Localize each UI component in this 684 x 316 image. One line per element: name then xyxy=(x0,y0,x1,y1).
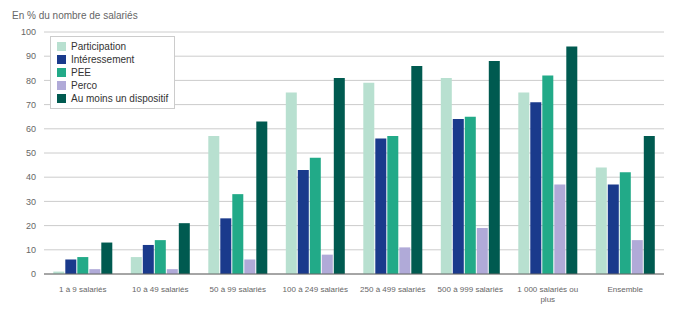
svg-text:Ensemble: Ensemble xyxy=(607,285,643,294)
svg-text:250 à 499 salariés: 250 à 499 salariés xyxy=(360,285,425,294)
svg-text:70: 70 xyxy=(26,100,36,110)
html-text:Intéressement: Intéressement xyxy=(71,54,135,65)
svg-text:1 000 salariés ouplus: 1 000 salariés ouplus xyxy=(517,285,578,304)
svg-text:50 à 99 salariés: 50 à 99 salariés xyxy=(210,285,266,294)
svg-text:500 à 999 salariés: 500 à 999 salariés xyxy=(438,285,503,294)
svg-text:10 à 49 salariés: 10 à 49 salariés xyxy=(132,285,188,294)
svg-text:20: 20 xyxy=(26,221,36,231)
svg-text:100 à 249 salariés: 100 à 249 salariés xyxy=(283,285,348,294)
html-text:Au moins un dispositif: Au moins un dispositif xyxy=(71,93,169,104)
svg-text:100: 100 xyxy=(21,27,36,37)
html-text:En % du nombre de salariés: En % du nombre de salariés xyxy=(12,10,138,21)
svg-text:30: 30 xyxy=(26,197,36,207)
html-text:PEE: PEE xyxy=(71,67,91,78)
svg-text:50: 50 xyxy=(26,148,36,158)
html-text:Perco: Perco xyxy=(71,80,98,91)
svg-text:90: 90 xyxy=(26,51,36,61)
svg-text:10: 10 xyxy=(26,245,36,255)
html-text:Participation: Participation xyxy=(71,41,126,52)
svg-text:40: 40 xyxy=(26,172,36,182)
svg-text:1 à 9 salariés: 1 à 9 salariés xyxy=(59,285,107,294)
svg-text:60: 60 xyxy=(26,124,36,134)
svg-text:0: 0 xyxy=(31,269,36,279)
svg-text:80: 80 xyxy=(26,76,36,86)
